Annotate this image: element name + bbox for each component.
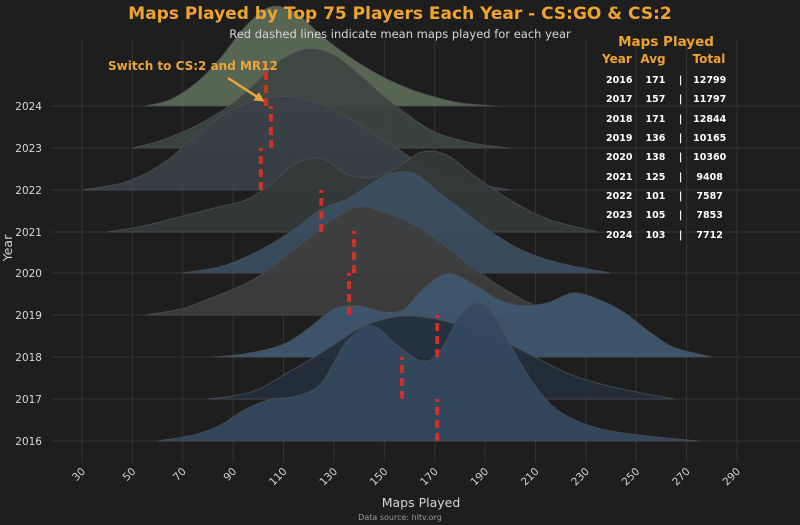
summary-year: 2023 — [606, 210, 633, 222]
x-tick-label: 290 — [720, 466, 743, 489]
x-tick-label: 230 — [569, 466, 592, 489]
summary-row: 2018 171 | 12844 — [602, 110, 730, 129]
summary-total: 12799 — [693, 75, 727, 87]
x-tick-label: 270 — [670, 466, 693, 489]
summary-avg: 171 — [645, 113, 666, 125]
x-tick-label: 130 — [317, 466, 340, 489]
summary-total: 10360 — [693, 152, 727, 164]
summary-separator: | — [678, 171, 683, 183]
y-tick-label: 2021 — [15, 227, 42, 239]
summary-row: 2019 136 | 10165 — [602, 129, 730, 148]
summary-total: 10165 — [693, 133, 727, 145]
y-axis-label: Year — [0, 234, 15, 262]
summary-separator: | — [678, 152, 683, 164]
summary-separator: | — [678, 113, 683, 125]
x-axis-label: Maps Played — [382, 495, 461, 510]
summary-row: 2022 101 | 7587 — [602, 187, 730, 206]
y-tick-label: 2024 — [15, 101, 42, 113]
summary-separator: | — [678, 190, 683, 202]
summary-year: 2021 — [606, 171, 633, 183]
summary-row: 2021 125 | 9408 — [602, 167, 730, 186]
summary-row: 2023 105 | 7853 — [602, 206, 730, 225]
density-ridge-2016 — [157, 302, 700, 442]
summary-year: 2022 — [606, 190, 633, 202]
summary-avg: 103 — [645, 229, 666, 241]
summary-separator: | — [678, 75, 683, 87]
density-ridge-2021 — [107, 150, 599, 233]
summary-year: 2020 — [606, 152, 633, 164]
summary-year: 2017 — [606, 94, 633, 106]
x-tick-label: 70 — [171, 466, 189, 484]
x-tick-label: 30 — [70, 466, 88, 484]
x-tick-label: 150 — [368, 466, 391, 489]
x-tick-label: 90 — [221, 466, 239, 484]
x-tick-label: 250 — [620, 466, 643, 489]
y-tick-label: 2019 — [15, 310, 42, 322]
summary-row: 2020 138 | 10360 — [602, 148, 730, 167]
summary-total: 11797 — [693, 94, 727, 106]
y-tick-label: 2016 — [15, 436, 42, 448]
chart-title: Maps Played by Top 75 Players Each Year … — [128, 4, 672, 24]
summary-avg: 101 — [645, 190, 666, 202]
summary-total: 7712 — [696, 229, 723, 241]
annotation-arrow — [227, 76, 265, 102]
summary-row: 2024 103 | 7712 — [602, 225, 730, 244]
summary-total: 7853 — [696, 210, 723, 222]
summary-total: 7587 — [696, 190, 723, 202]
x-tick-label: 170 — [418, 466, 441, 489]
x-tick-label: 190 — [469, 466, 492, 489]
summary-row: 2017 157 | 11797 — [602, 90, 730, 109]
summary-total: 9408 — [696, 171, 723, 183]
header-year: Year — [602, 52, 632, 66]
y-tick-label: 2022 — [15, 185, 42, 197]
summary-table-header: Year Avg Total — [602, 52, 730, 66]
summary-year: 2018 — [606, 113, 633, 125]
summary-year: 2019 — [606, 133, 633, 145]
summary-year: 2024 — [606, 229, 633, 241]
summary-separator: | — [678, 133, 683, 145]
x-tick-label: 110 — [267, 466, 290, 489]
header-avg: Avg — [640, 52, 666, 66]
chart-subtitle: Red dashed lines indicate mean maps play… — [229, 27, 571, 41]
summary-avg: 138 — [645, 152, 666, 164]
summary-table-title: Maps Played — [618, 34, 714, 50]
x-tick-label: 210 — [519, 466, 542, 489]
summary-year: 2016 — [606, 75, 633, 87]
y-tick-label: 2020 — [15, 268, 42, 280]
y-tick-label: 2018 — [15, 352, 42, 364]
data-source-note: Data source: hltv.org — [358, 513, 442, 522]
header-total: Total — [692, 52, 726, 66]
y-tick-label: 2023 — [15, 143, 42, 155]
summary-table: Maps Played Year Avg Total 2016 171 | 12799… — [602, 34, 730, 245]
summary-total: 12844 — [693, 113, 727, 125]
summary-avg: 157 — [645, 94, 666, 106]
summary-avg: 171 — [645, 75, 666, 87]
summary-avg: 125 — [645, 171, 666, 183]
summary-separator: | — [678, 94, 683, 106]
summary-row: 2016 171 | 12799 — [602, 71, 730, 90]
summary-avg: 105 — [645, 210, 666, 222]
summary-separator: | — [678, 229, 683, 241]
annotation-label: Switch to CS:2 and MR12 — [108, 59, 278, 73]
x-tick-label: 50 — [121, 466, 139, 484]
summary-separator: | — [678, 210, 683, 222]
y-tick-label: 2017 — [15, 394, 42, 406]
summary-avg: 136 — [645, 133, 666, 145]
